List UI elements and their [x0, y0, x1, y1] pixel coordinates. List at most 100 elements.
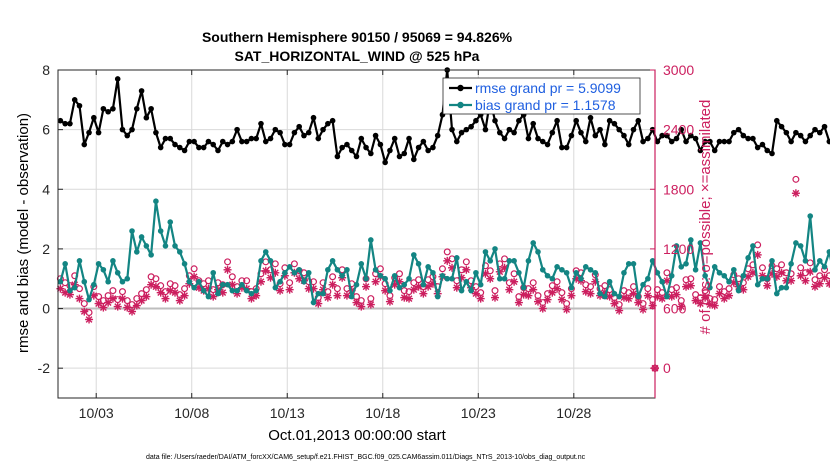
obs-assimilated-point	[452, 283, 461, 292]
bias-point	[635, 293, 642, 300]
bias-point	[754, 281, 761, 288]
bias-point	[511, 258, 517, 264]
rmse-point	[721, 138, 728, 145]
bias-point	[100, 266, 107, 273]
rmse-point	[759, 141, 766, 148]
obs-assimilated-point	[801, 276, 810, 285]
rmse-point	[549, 129, 556, 136]
rmse-point	[554, 117, 560, 124]
rmse-point	[673, 135, 680, 142]
obs-assimilated-point	[605, 292, 614, 301]
bias-point	[616, 293, 622, 300]
footer-data-file: data file: /Users/raeder/DAI/ATM_forcXX/…	[146, 454, 586, 461]
rmse-point	[377, 141, 384, 148]
x-tick-label: 10/08	[174, 405, 209, 421]
bias-point	[559, 266, 565, 273]
obs-assimilated-point	[510, 277, 519, 286]
y-right-tick-label: 1200	[663, 241, 694, 257]
obs-possible-point	[687, 275, 695, 283]
bias-point	[224, 281, 231, 288]
rmse-point	[396, 153, 403, 160]
rmse-point	[105, 108, 111, 115]
bias-point	[797, 243, 804, 249]
rmse-point	[726, 138, 732, 145]
bias-point	[826, 249, 830, 255]
obs-assimilated-point	[486, 274, 495, 283]
obs-possible-point	[672, 284, 680, 292]
rmse-point	[716, 138, 723, 145]
obs-assimilated-point	[414, 282, 423, 291]
rmse-point	[606, 117, 613, 124]
rmse-point	[616, 126, 622, 133]
bias-point	[659, 278, 665, 285]
bias-point	[353, 281, 360, 288]
rmse-point	[138, 88, 145, 94]
rmse-point	[172, 141, 178, 148]
bias-point	[649, 258, 656, 264]
bias-point	[683, 261, 689, 267]
bias-point	[468, 287, 474, 294]
x-tick-label: 10/13	[270, 405, 305, 421]
rmse-point	[110, 105, 116, 112]
rmse-point	[707, 138, 713, 145]
bias-point	[134, 249, 140, 255]
bias-point	[735, 287, 742, 294]
bias-point	[114, 269, 121, 276]
bias-point	[172, 243, 178, 249]
obs-possible-point	[587, 283, 595, 291]
rmse-point	[678, 126, 685, 133]
rmse-point	[200, 144, 207, 151]
obs-assimilated-point	[672, 290, 681, 299]
obs-possible-point	[548, 282, 556, 290]
obs-assimilated-point	[371, 277, 380, 286]
legend-bias-label: bias grand pr = 1.1578	[475, 97, 616, 113]
x-tick-label: 10/23	[461, 405, 496, 421]
rmse-point	[778, 123, 785, 130]
obs-assimilated-point	[80, 307, 89, 316]
bias-point	[516, 269, 522, 276]
bias-point	[320, 290, 326, 297]
rmse-point	[76, 102, 83, 109]
bias-point	[196, 278, 202, 285]
rmse-point	[812, 126, 818, 133]
bias-point	[606, 278, 613, 285]
obs-possible-point	[171, 282, 179, 290]
bias-point	[563, 269, 570, 276]
bias-point	[477, 281, 484, 288]
rmse-point	[406, 135, 412, 142]
bias-point	[568, 284, 575, 291]
obs-assimilated-point	[276, 286, 285, 295]
bias-point	[95, 261, 102, 267]
obs-possible-point	[138, 290, 146, 298]
rmse-point	[100, 105, 107, 112]
obs-assimilated-point	[156, 288, 165, 297]
bias-point	[453, 255, 460, 261]
rmse-point	[215, 147, 221, 154]
obs-assimilated-point	[763, 281, 772, 290]
bias-point	[153, 198, 159, 204]
bias-point	[535, 249, 541, 255]
rmse-point	[415, 144, 422, 151]
rmse-point	[262, 138, 269, 145]
obs-assimilated-point	[123, 303, 132, 312]
rmse-point	[458, 129, 465, 136]
bias-point	[592, 269, 599, 276]
rmse-point	[272, 126, 279, 133]
rmse-point	[334, 153, 341, 160]
rmse-point	[449, 126, 455, 133]
bias-point	[315, 290, 322, 297]
obs-assimilated-point	[328, 280, 337, 289]
bias-point	[721, 272, 728, 279]
rmse-point	[153, 129, 159, 136]
rmse-point	[711, 147, 718, 154]
rmse-point	[821, 123, 828, 130]
rmse-point	[315, 135, 322, 142]
rmse-point	[582, 138, 589, 145]
obs-possible-point	[758, 264, 766, 272]
obs-assimilated-point	[471, 289, 480, 298]
bias-point	[539, 266, 546, 273]
bias-point	[773, 290, 780, 297]
rmse-point	[205, 138, 212, 145]
bias-point	[430, 269, 436, 276]
bias-point	[573, 269, 579, 276]
